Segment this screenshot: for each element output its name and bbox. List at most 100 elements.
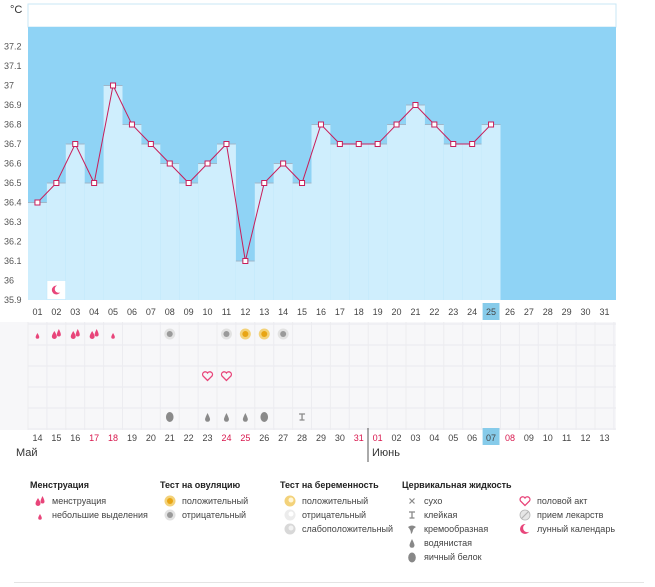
calendar-date: 21 (165, 433, 175, 443)
legend-item-ovulation-positive: положительный (160, 494, 248, 508)
calendar-date: 28 (297, 433, 307, 443)
x-tick-day-30: 30 (581, 307, 591, 317)
legend-title-menstruation: Менструация (30, 480, 89, 490)
temp-point-day-09 (185, 180, 192, 186)
temp-bar-day-13 (254, 183, 274, 300)
test-inner (166, 331, 173, 337)
egg-shape (165, 412, 174, 422)
temp-bar-day-06 (122, 124, 142, 300)
x-tick-day-28: 28 (543, 307, 553, 317)
egg-white-icon (165, 412, 174, 422)
y-tick-label: 36.3 (4, 217, 22, 227)
today-date-highlight (482, 428, 500, 445)
plot-top-area (27, 3, 617, 28)
temp-bar-day-19 (368, 144, 388, 300)
temp-point-day-12 (242, 258, 249, 264)
calendar-date: 15 (51, 433, 61, 443)
legend-item-spotting: небольшие выделения (30, 508, 148, 522)
y-tick-label: 36.1 (4, 256, 22, 266)
heart-icon (220, 371, 233, 382)
legend-pregnancy: Тест на беременность положительный отриц… (280, 480, 393, 536)
legend-cervical: Цервикальная жидкость сухо клейкая кремо… (402, 480, 512, 564)
watery-drop-icon (242, 413, 248, 422)
x-tick-day-03: 03 (70, 307, 80, 317)
moon-icon (47, 281, 66, 299)
negative-test-icon (220, 328, 232, 340)
x-tick-day-21: 21 (410, 307, 420, 317)
moon-cutout (54, 285, 63, 293)
temp-point-day-22 (431, 121, 438, 128)
legend-item-menstruation: менструация (30, 494, 148, 508)
legend-item-medication: прием лекарств (515, 508, 615, 522)
legend-label: прием лекарств (537, 510, 604, 520)
drop (111, 333, 115, 339)
temp-bar-day-20 (387, 124, 406, 300)
temp-bar-day-25 (481, 124, 501, 300)
x-tick-day-09: 09 (184, 307, 194, 317)
drop (35, 333, 40, 339)
pregnancy-weak-icon (284, 523, 296, 535)
calendar-date: 25 (240, 433, 250, 443)
temp-point-day-18 (355, 141, 362, 147)
y-tick-label: 36.7 (4, 139, 22, 149)
temp-bar-day-15 (292, 183, 312, 300)
x-tick-day-24: 24 (467, 307, 477, 317)
bottom-divider (14, 582, 644, 583)
x-tick-day-01: 01 (32, 307, 42, 317)
pregnancy-positive-icon (284, 495, 296, 507)
temp-bar-day-04 (84, 183, 104, 300)
blood-drops-icon (51, 329, 61, 339)
calendar-date: 16 (70, 433, 80, 443)
events-area (0, 322, 616, 430)
legend: Менструация менструация небольшие выделе… (0, 480, 655, 580)
calendar-date: 20 (146, 433, 156, 443)
temp-bar-day-02 (46, 183, 66, 300)
x-tick-day-22: 22 (429, 307, 439, 317)
heart-shape (220, 371, 233, 382)
x-tick-day-20: 20 (392, 307, 402, 317)
legend-item-ovulation-negative: отрицательный (160, 508, 248, 522)
legend-label: положительный (302, 496, 369, 506)
month-label-may: Май (16, 447, 38, 459)
dry-cross-icon (406, 495, 418, 507)
sticky-shape (299, 413, 306, 421)
legend-item-pregnancy-negative: отрицательный (280, 508, 393, 522)
legend-label: сухо (424, 496, 443, 506)
temp-bar-day-10 (198, 163, 217, 300)
blood-drops-icon (70, 329, 80, 339)
calendar-date: 29 (316, 433, 326, 443)
drop-right (56, 329, 61, 337)
legend-label: небольшие выделения (52, 510, 148, 520)
calendar-date: 18 (108, 433, 118, 443)
watery-drop-icon (205, 413, 211, 422)
legend-title-pregnancy: Тест на беременность (280, 480, 379, 490)
temp-point-day-17 (336, 141, 343, 147)
calendar-date: 12 (581, 433, 591, 443)
x-tick-day-13: 13 (259, 307, 269, 317)
temp-bar-day-22 (424, 124, 444, 300)
y-tick-label: 37.1 (4, 61, 22, 71)
temp-bar-day-01 (28, 202, 47, 300)
positive-test-icon (164, 495, 176, 507)
calendar-date: 08 (505, 433, 515, 443)
x-tick-day-08: 08 (165, 307, 175, 317)
temp-point-day-11 (223, 141, 230, 147)
egg-shape (260, 412, 269, 422)
temperature-chart: 35.9 36 36.1 36.2 36.3 36.4 36.5 36.6 36.7 36.8 36… (0, 3, 617, 462)
negative-test-icon (164, 509, 176, 521)
temp-bar-day-17 (330, 144, 350, 300)
creamy-icon (406, 523, 418, 535)
legend-item-sticky: клейкая (402, 508, 512, 522)
calendar-date: 01 (373, 433, 383, 443)
legend-title-ovulation: Тест на овуляцию (160, 480, 241, 490)
x-tick-day-16: 16 (316, 307, 326, 317)
sticky-icon (406, 509, 418, 521)
legend-other: половой акт прием лекарств лунный календ… (515, 494, 615, 536)
blood-drops-icon (34, 495, 46, 507)
legend-item-pregnancy-positive: положительный (280, 494, 393, 508)
temp-bar-day-21 (406, 105, 425, 300)
drop (223, 413, 229, 422)
x-tick-day-31: 31 (599, 307, 609, 317)
drop-right (75, 329, 80, 337)
positive-test-icon (258, 328, 270, 340)
